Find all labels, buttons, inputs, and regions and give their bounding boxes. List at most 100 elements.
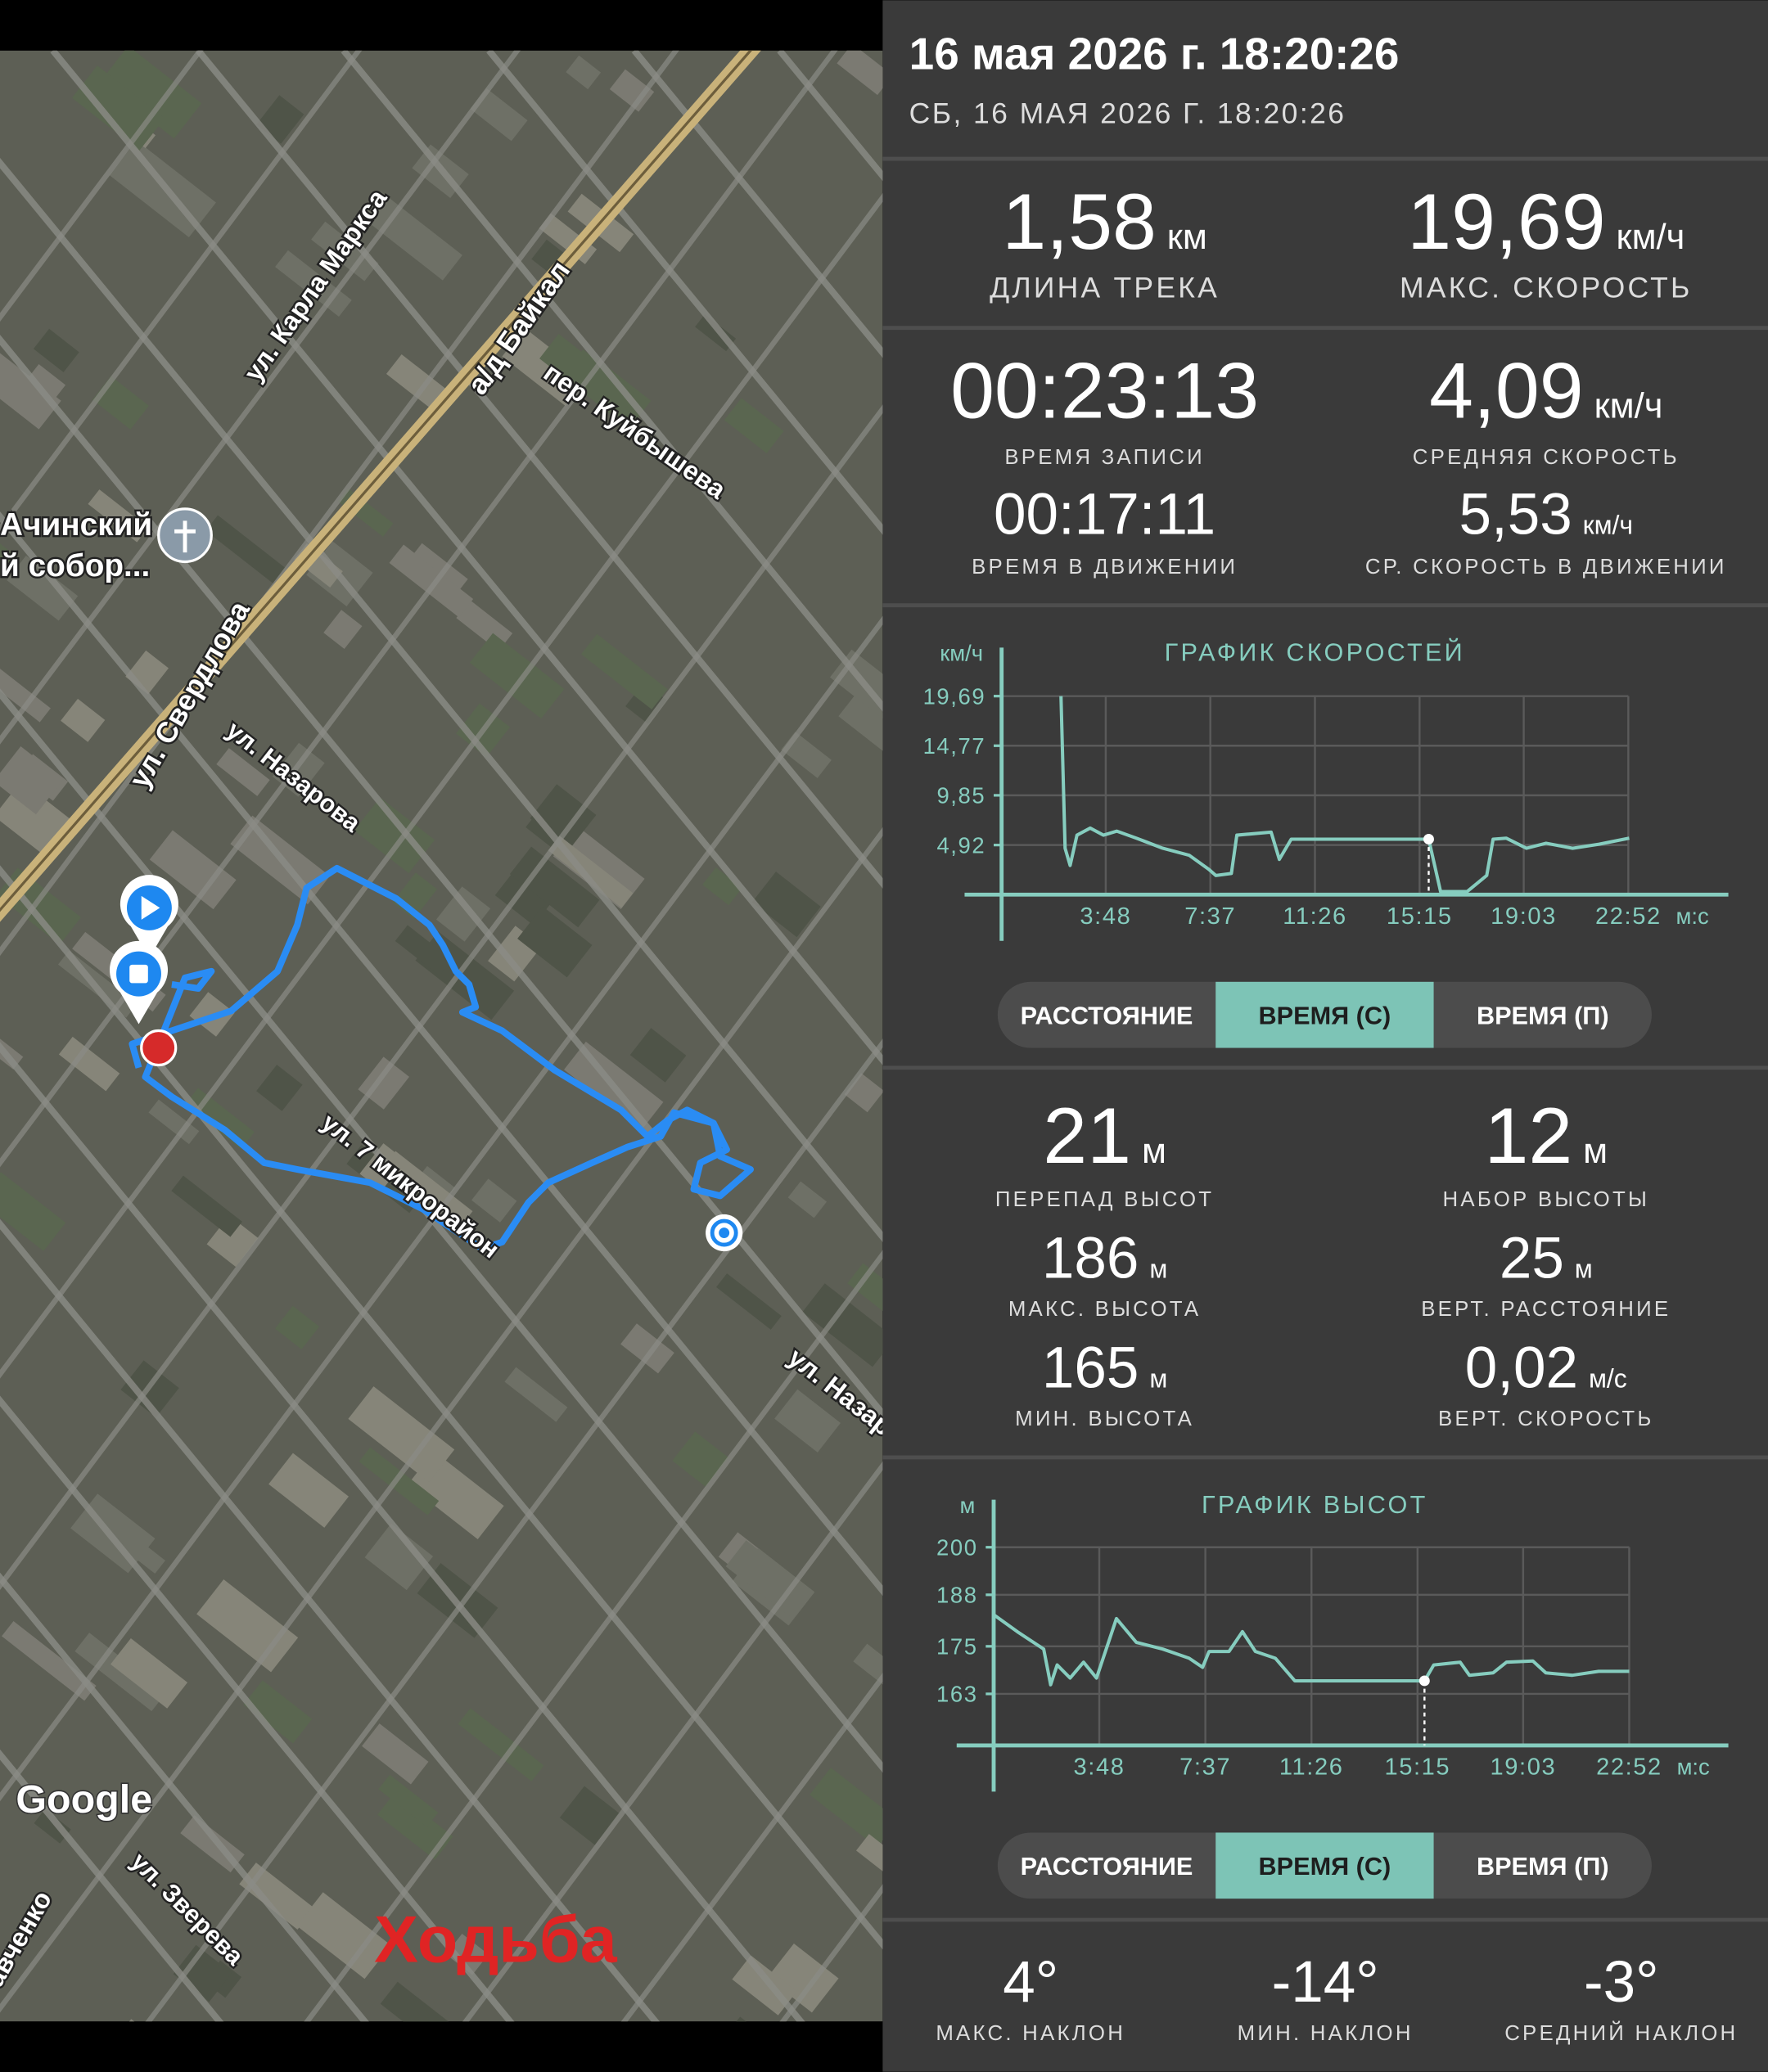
stat-value: 0,02 м/с bbox=[1465, 1336, 1627, 1400]
building bbox=[559, 1786, 620, 1845]
stat-value: 00:23:13 bbox=[950, 345, 1259, 435]
stat-number: 4,09 bbox=[1429, 345, 1584, 435]
building bbox=[2, 1620, 97, 1701]
stat-label: ВЕРТ. СКОРОСТЬ bbox=[1438, 1408, 1654, 1430]
building bbox=[354, 797, 435, 874]
x-tick-label: 7:37 bbox=[1179, 1754, 1231, 1780]
building bbox=[787, 1181, 828, 1218]
segment-label[interactable]: ВРЕМЯ (П) bbox=[1477, 1002, 1609, 1029]
road bbox=[304, 1250, 883, 2022]
building bbox=[435, 886, 491, 942]
chart-title: ГРАФИК ВЫСОТ bbox=[1202, 1491, 1428, 1519]
stat-label: ПЕРЕПАД ВЫСОТ bbox=[995, 1188, 1214, 1211]
building bbox=[311, 221, 379, 282]
building bbox=[362, 1723, 429, 1785]
building bbox=[517, 906, 593, 978]
building bbox=[471, 1178, 517, 1223]
stat-value: 00:17:11 bbox=[994, 483, 1216, 547]
building bbox=[672, 1431, 729, 1487]
building bbox=[629, 1028, 687, 1083]
segment-label[interactable]: РАССТОЯНИЕ bbox=[1021, 1002, 1193, 1029]
poi-cross bbox=[174, 520, 196, 553]
x-tick-label: 22:52 bbox=[1596, 1754, 1662, 1780]
highway-edge bbox=[0, 50, 753, 912]
stat-label: МАКС. ВЫСОТА bbox=[1008, 1298, 1202, 1321]
building bbox=[205, 515, 286, 583]
stat-unit: м bbox=[1149, 1363, 1167, 1393]
stat-number: -14° bbox=[1272, 1950, 1379, 2015]
stat-number: 165 bbox=[1042, 1336, 1139, 1400]
location-dot bbox=[710, 1218, 738, 1247]
road bbox=[0, 404, 883, 1590]
building bbox=[445, 1933, 489, 1975]
building bbox=[751, 872, 821, 938]
stat-value: 4° bbox=[1003, 1950, 1058, 2015]
building bbox=[384, 1151, 473, 1227]
building bbox=[380, 1981, 474, 2022]
stat-unit: м/с bbox=[1589, 1363, 1627, 1393]
building bbox=[774, 1389, 841, 1453]
building bbox=[348, 1386, 455, 1483]
segment-label[interactable]: ВРЕМЯ (П) bbox=[1477, 1853, 1609, 1881]
y-tick-label: 163 bbox=[936, 1682, 978, 1707]
building bbox=[7, 555, 79, 621]
building bbox=[34, 1808, 71, 1844]
building bbox=[853, 1643, 883, 1723]
stat-unit: м bbox=[1583, 1132, 1608, 1171]
y-tick-label: 175 bbox=[936, 1634, 978, 1660]
segment-button[interactable] bbox=[1216, 981, 1434, 1048]
building bbox=[323, 610, 363, 649]
x-axis-unit: м:с bbox=[1676, 903, 1708, 929]
segment-label[interactable]: ВРЕМЯ (С) bbox=[1259, 1002, 1391, 1029]
stat-number: 0,02 bbox=[1465, 1336, 1578, 1400]
building bbox=[173, 1944, 232, 2002]
building bbox=[378, 1774, 439, 1827]
building bbox=[855, 1834, 883, 1878]
road bbox=[0, 827, 883, 2013]
road bbox=[0, 865, 883, 1950]
x-tick-label: 11:26 bbox=[1279, 1754, 1344, 1780]
building bbox=[33, 328, 79, 372]
y-tick-label: 9,85 bbox=[936, 783, 985, 809]
road bbox=[0, 615, 883, 1802]
building bbox=[359, 1143, 406, 1191]
map-label: й собор... bbox=[0, 548, 150, 583]
x-axis-unit: м:с bbox=[1677, 1754, 1710, 1779]
stat-value: 1,58 км bbox=[1002, 177, 1206, 266]
stat-unit: м bbox=[1575, 1254, 1593, 1283]
x-tick-label: 11:26 bbox=[1283, 903, 1347, 930]
route bbox=[129, 864, 754, 1252]
stat-label: СР. СКОРОСТЬ В ДВИЖЕНИИ bbox=[1365, 556, 1727, 579]
segment-label[interactable]: ВРЕМЯ (С) bbox=[1259, 1853, 1391, 1881]
building bbox=[802, 1283, 883, 1367]
location-core bbox=[719, 1227, 730, 1238]
y-tick-label: 4,92 bbox=[936, 832, 985, 858]
building bbox=[296, 1892, 391, 1980]
building bbox=[377, 1791, 453, 1860]
stat-label: МИН. ВЫСОТА bbox=[1015, 1408, 1194, 1430]
stat-number: 4° bbox=[1003, 1950, 1058, 2015]
building bbox=[810, 1768, 883, 1848]
building bbox=[148, 1099, 200, 1145]
building bbox=[609, 69, 655, 112]
x-tick-label: 22:52 bbox=[1595, 903, 1662, 930]
building bbox=[838, 692, 883, 754]
header-title: 16 мая 2026 г. 18:20:26 bbox=[909, 28, 1400, 79]
road bbox=[0, 50, 521, 745]
segment-button[interactable] bbox=[1216, 1832, 1434, 1899]
stat-value: 165 м bbox=[1042, 1336, 1167, 1400]
stat-label: ВРЕМЯ ЗАПИСИ bbox=[1004, 446, 1205, 469]
x-tick-label: 3:48 bbox=[1074, 1754, 1125, 1780]
stat-unit: км/ч bbox=[1617, 218, 1685, 257]
road bbox=[0, 193, 883, 1379]
segment-label[interactable]: РАССТОЯНИЕ bbox=[1021, 1853, 1193, 1881]
building bbox=[0, 1172, 66, 1251]
stat-label: МИН. НАКЛОН bbox=[1238, 2022, 1414, 2045]
road bbox=[0, 50, 838, 1168]
building bbox=[724, 398, 784, 453]
road bbox=[145, 1038, 883, 2022]
series-line bbox=[1059, 696, 1630, 894]
building bbox=[581, 633, 668, 709]
